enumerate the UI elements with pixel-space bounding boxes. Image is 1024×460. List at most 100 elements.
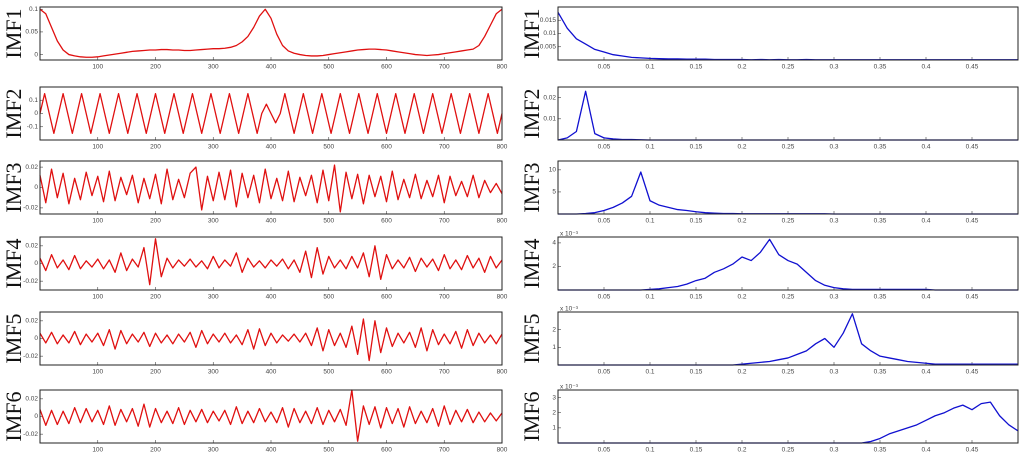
x-tick-label: 100 [92,447,103,454]
y-axis-label: IMF6 [1,391,26,441]
plot-border [39,86,503,141]
x-tick-label: 800 [497,369,508,376]
x-tick-label: 0.3 [829,144,838,151]
x-tick-label: 400 [266,64,277,71]
signal-line [39,8,503,58]
x-tick-label: 600 [381,294,392,301]
x-tick-label: 0.25 [782,294,795,301]
x-tick-label: 100 [92,144,103,151]
x-tick-label: 0.1 [645,144,654,151]
x-tick-label: 700 [439,447,450,454]
plot-frame [39,6,503,61]
x-tick-label: 500 [323,218,334,225]
x-tick-label: 200 [150,144,161,151]
x-tick-label: 0.15 [690,369,703,376]
plot-border [557,389,1019,444]
y-tick-label: -0.02 [23,278,38,285]
x-tick-label: 100 [92,218,103,225]
signal-line [39,318,503,362]
x-tick-label: 0.45 [966,447,979,454]
plot-frame [39,160,503,215]
plot-border [557,6,1019,61]
x-tick-label: 400 [266,369,277,376]
plot-frame [557,160,1019,215]
plot-border [39,6,503,61]
x-tick-label: 700 [439,294,450,301]
x-tick-label: 500 [323,64,334,71]
x-tick-label: 0.1 [645,447,654,454]
x-tick-label: 700 [439,369,450,376]
x-tick-label: 600 [381,447,392,454]
x-tick-label: 800 [497,218,508,225]
x-tick-label: 800 [497,447,508,454]
y-tick-label: 0.1 [29,6,38,13]
y-tick-label: 0.01 [543,116,556,123]
plot-border [39,160,503,215]
plot-border [557,160,1019,215]
y-tick-label: 0.01 [543,30,556,37]
y-axis-label: IMF6 [519,391,544,441]
x-tick-label: 0.4 [921,294,930,301]
y-tick-label: -0.02 [23,431,38,438]
y-axis-label: IMF4 [519,238,544,288]
axis-multiplier: x 10⁻³ [560,384,579,391]
x-tick-label: 600 [381,218,392,225]
y-axis-label: IMF4 [1,238,26,288]
x-tick-label: 200 [150,447,161,454]
plot-frame [557,311,1019,366]
y-tick-label: 0 [34,110,38,117]
x-tick-label: 600 [381,144,392,151]
x-tick-label: 0.05 [598,218,611,225]
x-tick-label: 200 [150,218,161,225]
y-tick-label: 0.05 [25,29,38,36]
x-tick-label: 0.25 [782,64,795,71]
plot-border [39,236,503,291]
x-tick-label: 300 [208,447,219,454]
y-axis-label: IMF1 [519,8,544,58]
y-tick-label: 2 [552,326,556,333]
signal-line [39,238,503,286]
x-tick-label: 300 [208,294,219,301]
x-tick-label: 0.25 [782,218,795,225]
x-tick-label: 100 [92,294,103,301]
plot-border [557,311,1019,366]
y-axis-label: IMF3 [519,162,544,212]
x-tick-label: 0.2 [737,64,746,71]
x-tick-label: 0.2 [737,218,746,225]
y-axis-label: IMF2 [1,88,26,138]
x-tick-label: 0.45 [966,294,979,301]
plot-frame [557,236,1019,291]
y-tick-label: 0 [34,184,38,191]
x-tick-label: 0.3 [829,294,838,301]
y-tick-label: -0.02 [23,353,38,360]
axis-multiplier: x 10⁻³ [560,306,579,313]
x-tick-label: 0.3 [829,369,838,376]
y-tick-label: 0.02 [25,396,38,403]
plot-border [39,389,503,444]
x-tick-label: 0.05 [598,144,611,151]
y-tick-label: 0 [34,260,38,267]
y-tick-label: 0.02 [25,164,38,171]
plot-border [557,86,1019,141]
y-tick-label: 1 [552,344,556,351]
x-tick-label: 0.35 [874,369,887,376]
y-axis-label: IMF3 [1,162,26,212]
x-tick-label: 0.2 [737,144,746,151]
x-tick-label: 0.1 [645,294,654,301]
x-tick-label: 0.25 [782,447,795,454]
y-tick-label: 0 [34,335,38,342]
x-tick-label: 0.1 [645,369,654,376]
y-tick-label: 0.1 [29,97,38,104]
x-tick-label: 0.05 [598,294,611,301]
y-tick-label: -0.1 [27,123,39,130]
y-tick-label: 0.02 [543,94,556,101]
y-tick-label: 0.015 [540,17,557,24]
y-tick-label: -0.02 [23,205,38,212]
y-axis-label: IMF5 [519,313,544,363]
x-tick-label: 300 [208,144,219,151]
x-tick-label: 0.4 [921,218,930,225]
signal-line [39,92,503,135]
y-axis-label: IMF2 [519,88,544,138]
x-tick-label: 500 [323,144,334,151]
